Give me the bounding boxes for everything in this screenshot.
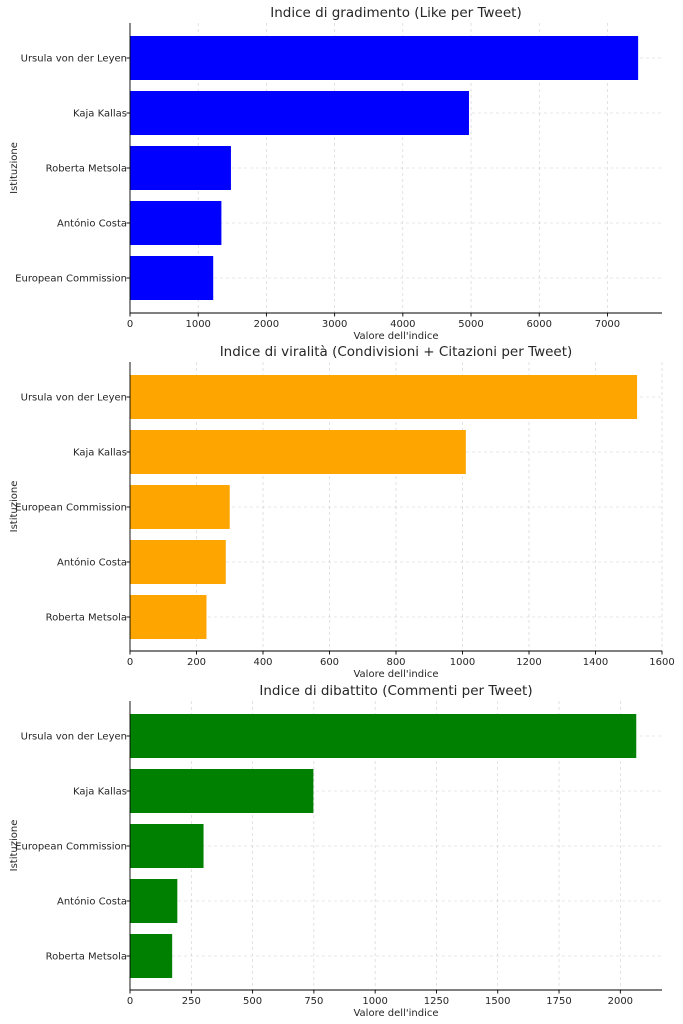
bar	[130, 430, 466, 474]
chart-title: Indice di gradimento (Like per Tweet)	[270, 5, 521, 21]
bar	[130, 485, 230, 529]
bar	[130, 714, 637, 758]
x-tick-label: 1500	[485, 996, 510, 1007]
x-tick-label: 1200	[516, 657, 541, 668]
category-label: European Commission	[15, 842, 127, 853]
category-label: Kaja Kallas	[73, 787, 127, 798]
x-tick-label: 0	[127, 319, 133, 330]
category-label: Kaja Kallas	[73, 109, 127, 120]
category-label: Ursula von der Leyen	[21, 54, 127, 65]
bar	[130, 540, 226, 584]
x-tick-label: 1000	[185, 319, 210, 330]
bar	[130, 146, 231, 190]
x-tick-label: 6000	[527, 319, 552, 330]
category-label: António Costa	[57, 557, 127, 569]
bar	[130, 36, 639, 80]
x-tick-label: 0	[127, 996, 133, 1007]
x-tick-label: 600	[320, 657, 339, 668]
y-axis-label: Istituzione	[9, 142, 20, 194]
bar	[130, 256, 214, 300]
x-tick-label: 2000	[608, 996, 633, 1007]
category-label: António Costa	[57, 896, 127, 908]
x-tick-label: 0	[127, 657, 133, 668]
x-axis-label: Valore dell'indice	[353, 1008, 438, 1019]
x-tick-label: 4000	[390, 319, 415, 330]
x-tick-label: 7000	[595, 319, 620, 330]
x-tick-label: 3000	[322, 319, 347, 330]
x-tick-label: 200	[187, 657, 206, 668]
bar	[130, 201, 222, 245]
bar	[130, 375, 638, 419]
category-label: Ursula von der Leyen	[21, 732, 127, 743]
x-tick-label: 400	[253, 657, 272, 668]
bar	[130, 769, 314, 813]
x-tick-label: 500	[243, 996, 262, 1007]
bar	[130, 91, 469, 135]
x-axis-label: Valore dell'indice	[353, 331, 438, 342]
chart-title: Indice di viralità (Condivisioni + Citaz…	[220, 344, 573, 360]
y-axis-label: Istituzione	[9, 481, 20, 533]
x-tick-label: 1400	[583, 657, 608, 668]
bar	[130, 879, 178, 923]
x-tick-label: 1750	[546, 996, 571, 1007]
chart-title: Indice di dibattito (Commenti per Tweet)	[259, 683, 532, 699]
x-tick-label: 750	[304, 996, 323, 1007]
x-tick-label: 1000	[362, 996, 387, 1007]
x-tick-label: 800	[386, 657, 405, 668]
category-label: Kaja Kallas	[73, 448, 127, 459]
x-axis-label: Valore dell'indice	[353, 669, 438, 680]
chart-panel-1: Indice di gradimento (Like per Tweet) Urs…	[9, 5, 662, 342]
bar	[130, 934, 173, 978]
bar	[130, 595, 207, 639]
category-label: Roberta Metsola	[46, 952, 127, 963]
y-axis-label: Istituzione	[9, 820, 20, 872]
x-tick-label: 5000	[458, 319, 483, 330]
x-tick-label: 1250	[424, 996, 449, 1007]
category-label: Roberta Metsola	[46, 613, 127, 624]
chart-panel-3: Indice di dibattito (Commenti per Tweet)…	[9, 683, 662, 1019]
category-label: Roberta Metsola	[46, 164, 127, 175]
chart-panel-2: Indice di viralità (Condivisioni + Citaz…	[9, 344, 675, 680]
category-label: European Commission	[15, 274, 127, 285]
category-label: António Costa	[57, 218, 127, 230]
category-label: European Commission	[15, 503, 127, 514]
x-tick-label: 250	[182, 996, 201, 1007]
category-label: Ursula von der Leyen	[21, 393, 127, 404]
x-tick-label: 1000	[450, 657, 475, 668]
x-tick-label: 2000	[254, 319, 279, 330]
bar	[130, 824, 204, 868]
x-tick-label: 1600	[649, 657, 674, 668]
